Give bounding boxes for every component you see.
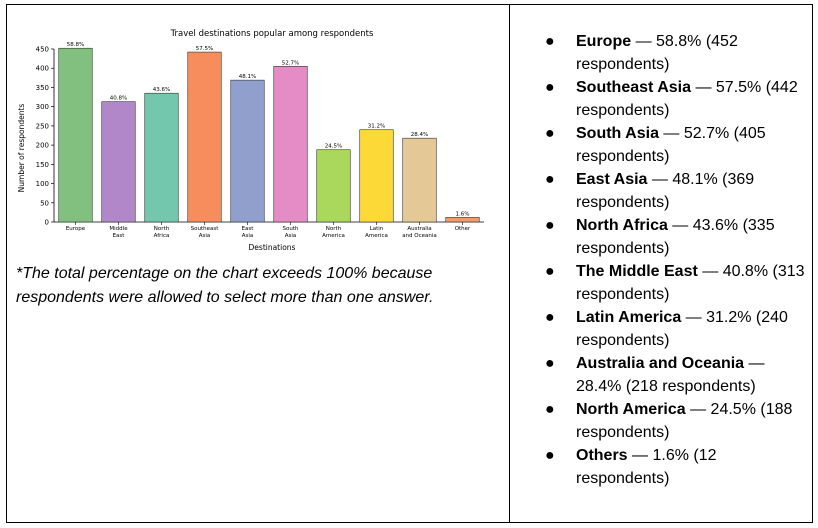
bar [445, 217, 480, 223]
x-tick-label: America [365, 233, 388, 239]
destination-name: Australia and Oceania [576, 355, 745, 372]
table-frame [6, 4, 813, 523]
destination-name: Southeast Asia [576, 79, 691, 96]
bullet-icon: ● [545, 33, 555, 50]
destination-detail: — 48.1% (369 respondents) [576, 171, 755, 211]
bar [359, 129, 394, 223]
x-tick-label: America [322, 233, 345, 239]
bar [316, 149, 351, 223]
bullet-icon: ● [545, 401, 555, 418]
bullet-icon: ● [545, 79, 555, 96]
y-tick-label: 400 [36, 65, 49, 73]
x-tick-label: South [283, 226, 299, 232]
y-tick-label: 350 [36, 84, 49, 92]
data-label: 48.1% [239, 74, 256, 80]
list-item: ● North Africa — 43.6% (335 respondents) [545, 214, 813, 260]
destination-detail: — 24.5% (188 respondents) [576, 401, 793, 441]
data-label: 24.5% [325, 144, 342, 150]
x-tick-label: Asia [199, 233, 211, 239]
x-tick-label: Africa [154, 233, 170, 239]
data-label: 31.2% [368, 124, 385, 130]
bullet-icon: ● [545, 217, 555, 234]
destination-name: Europe [576, 33, 632, 50]
destination-list: ● Europe — 58.8% (452 respondents) ● Southe… [545, 30, 813, 490]
data-label: 58.8% [67, 42, 84, 48]
destination-name: North Africa [576, 217, 668, 234]
destination-detail: — 52.7% (405 respondents) [576, 125, 766, 165]
list-item: ● Southeast Asia — 57.5% (442 respondents… [545, 76, 813, 122]
bullet-icon: ● [545, 447, 555, 464]
list-item: ● The Middle East — 40.8% (313 respondent… [545, 260, 813, 306]
column-divider [509, 4, 510, 523]
data-label: 57.5% [196, 46, 213, 52]
y-tick-label: 150 [36, 161, 49, 169]
destination-detail: — 43.6% (335 respondents) [576, 217, 775, 257]
bullet-icon: ● [545, 309, 555, 326]
data-label: 52.7% [282, 60, 299, 66]
data-label: 28.4% [411, 132, 428, 138]
x-tick-label: Asia [242, 233, 254, 239]
y-tick-label: 300 [36, 103, 49, 111]
destination-name: Latin America [576, 309, 682, 326]
list-item: ● Australia and Oceania — 28.4% (218 resp… [545, 352, 813, 398]
destination-detail: — 28.4% (218 respondents) [576, 355, 765, 395]
destination-name: South Asia [576, 125, 659, 142]
x-tick-label: East [242, 226, 255, 232]
y-tick-label: 50 [40, 199, 49, 207]
footnote: *The total percentage on the chart excee… [16, 265, 434, 306]
y-tick-label: 100 [36, 180, 49, 188]
x-tick-label: and Oceania [402, 233, 437, 239]
destination-name: The Middle East [576, 263, 698, 280]
x-tick-label: Australia [407, 226, 431, 232]
list-item: ● Others — 1.6% (12 respondents) [545, 444, 813, 490]
data-label: 43.6% [153, 87, 170, 93]
x-tick-label: Other [455, 226, 471, 232]
y-tick-label: 200 [36, 142, 49, 150]
bar [58, 47, 93, 223]
x-tick-label: Middle [109, 226, 128, 232]
chart-title: Travel destinations popular among respon… [170, 29, 374, 39]
destination-name: Others [576, 447, 628, 464]
x-tick-label: North [154, 226, 170, 232]
list-item: ● Latin America — 31.2% (240 respondents) [545, 306, 813, 352]
y-tick-label: 250 [36, 122, 49, 130]
destination-detail: — 58.8% (452 respondents) [576, 33, 738, 73]
destination-detail: — 1.6% (12 respondents) [576, 447, 717, 487]
x-tick-label: North [326, 226, 342, 232]
bullet-icon: ● [545, 125, 555, 142]
bar [402, 137, 437, 223]
list-item: ● North America — 24.5% (188 respondents) [545, 398, 813, 444]
y-tick-label: 450 [36, 46, 49, 54]
bar [230, 79, 265, 223]
list-item: ● South Asia — 52.7% (405 respondents) [545, 122, 813, 168]
y-tick-label: 0 [45, 219, 49, 227]
list-item: ● East Asia — 48.1% (369 respondents) [545, 168, 813, 214]
data-label: 40.8% [110, 96, 127, 102]
data-label: 1.6% [456, 211, 470, 217]
bar [101, 101, 136, 223]
x-axis-label: Destinations [249, 243, 296, 252]
destination-name: East Asia [576, 171, 648, 188]
x-tick-label: Asia [285, 233, 297, 239]
bar [187, 51, 222, 223]
list-item: ● Europe — 58.8% (452 respondents) [545, 30, 813, 76]
bar [144, 92, 179, 223]
chart-svg: Travel destinations popular among respon… [17, 29, 484, 252]
y-axis-label: Number of respondents [17, 104, 26, 193]
destination-detail: — 31.2% (240 respondents) [576, 309, 788, 349]
bullet-icon: ● [545, 171, 555, 188]
destination-detail: — 40.8% (313 respondents) [576, 263, 805, 303]
x-tick-label: Latin [370, 226, 384, 232]
bullet-icon: ● [545, 355, 555, 372]
bar [273, 65, 308, 223]
bar-chart: Travel destinations popular among respon… [14, 22, 490, 258]
plot-area: 0 50 100 150 200 250 300 350 400 450 58.8% Europe 40… [36, 42, 484, 239]
destination-detail: — 57.5% (442 respondents) [576, 79, 798, 119]
x-tick-label: East [113, 233, 126, 239]
x-tick-label: Southeast [191, 226, 220, 232]
bullet-icon: ● [545, 263, 555, 280]
destination-name: North America [576, 401, 686, 418]
x-tick-label: Europe [66, 226, 86, 232]
